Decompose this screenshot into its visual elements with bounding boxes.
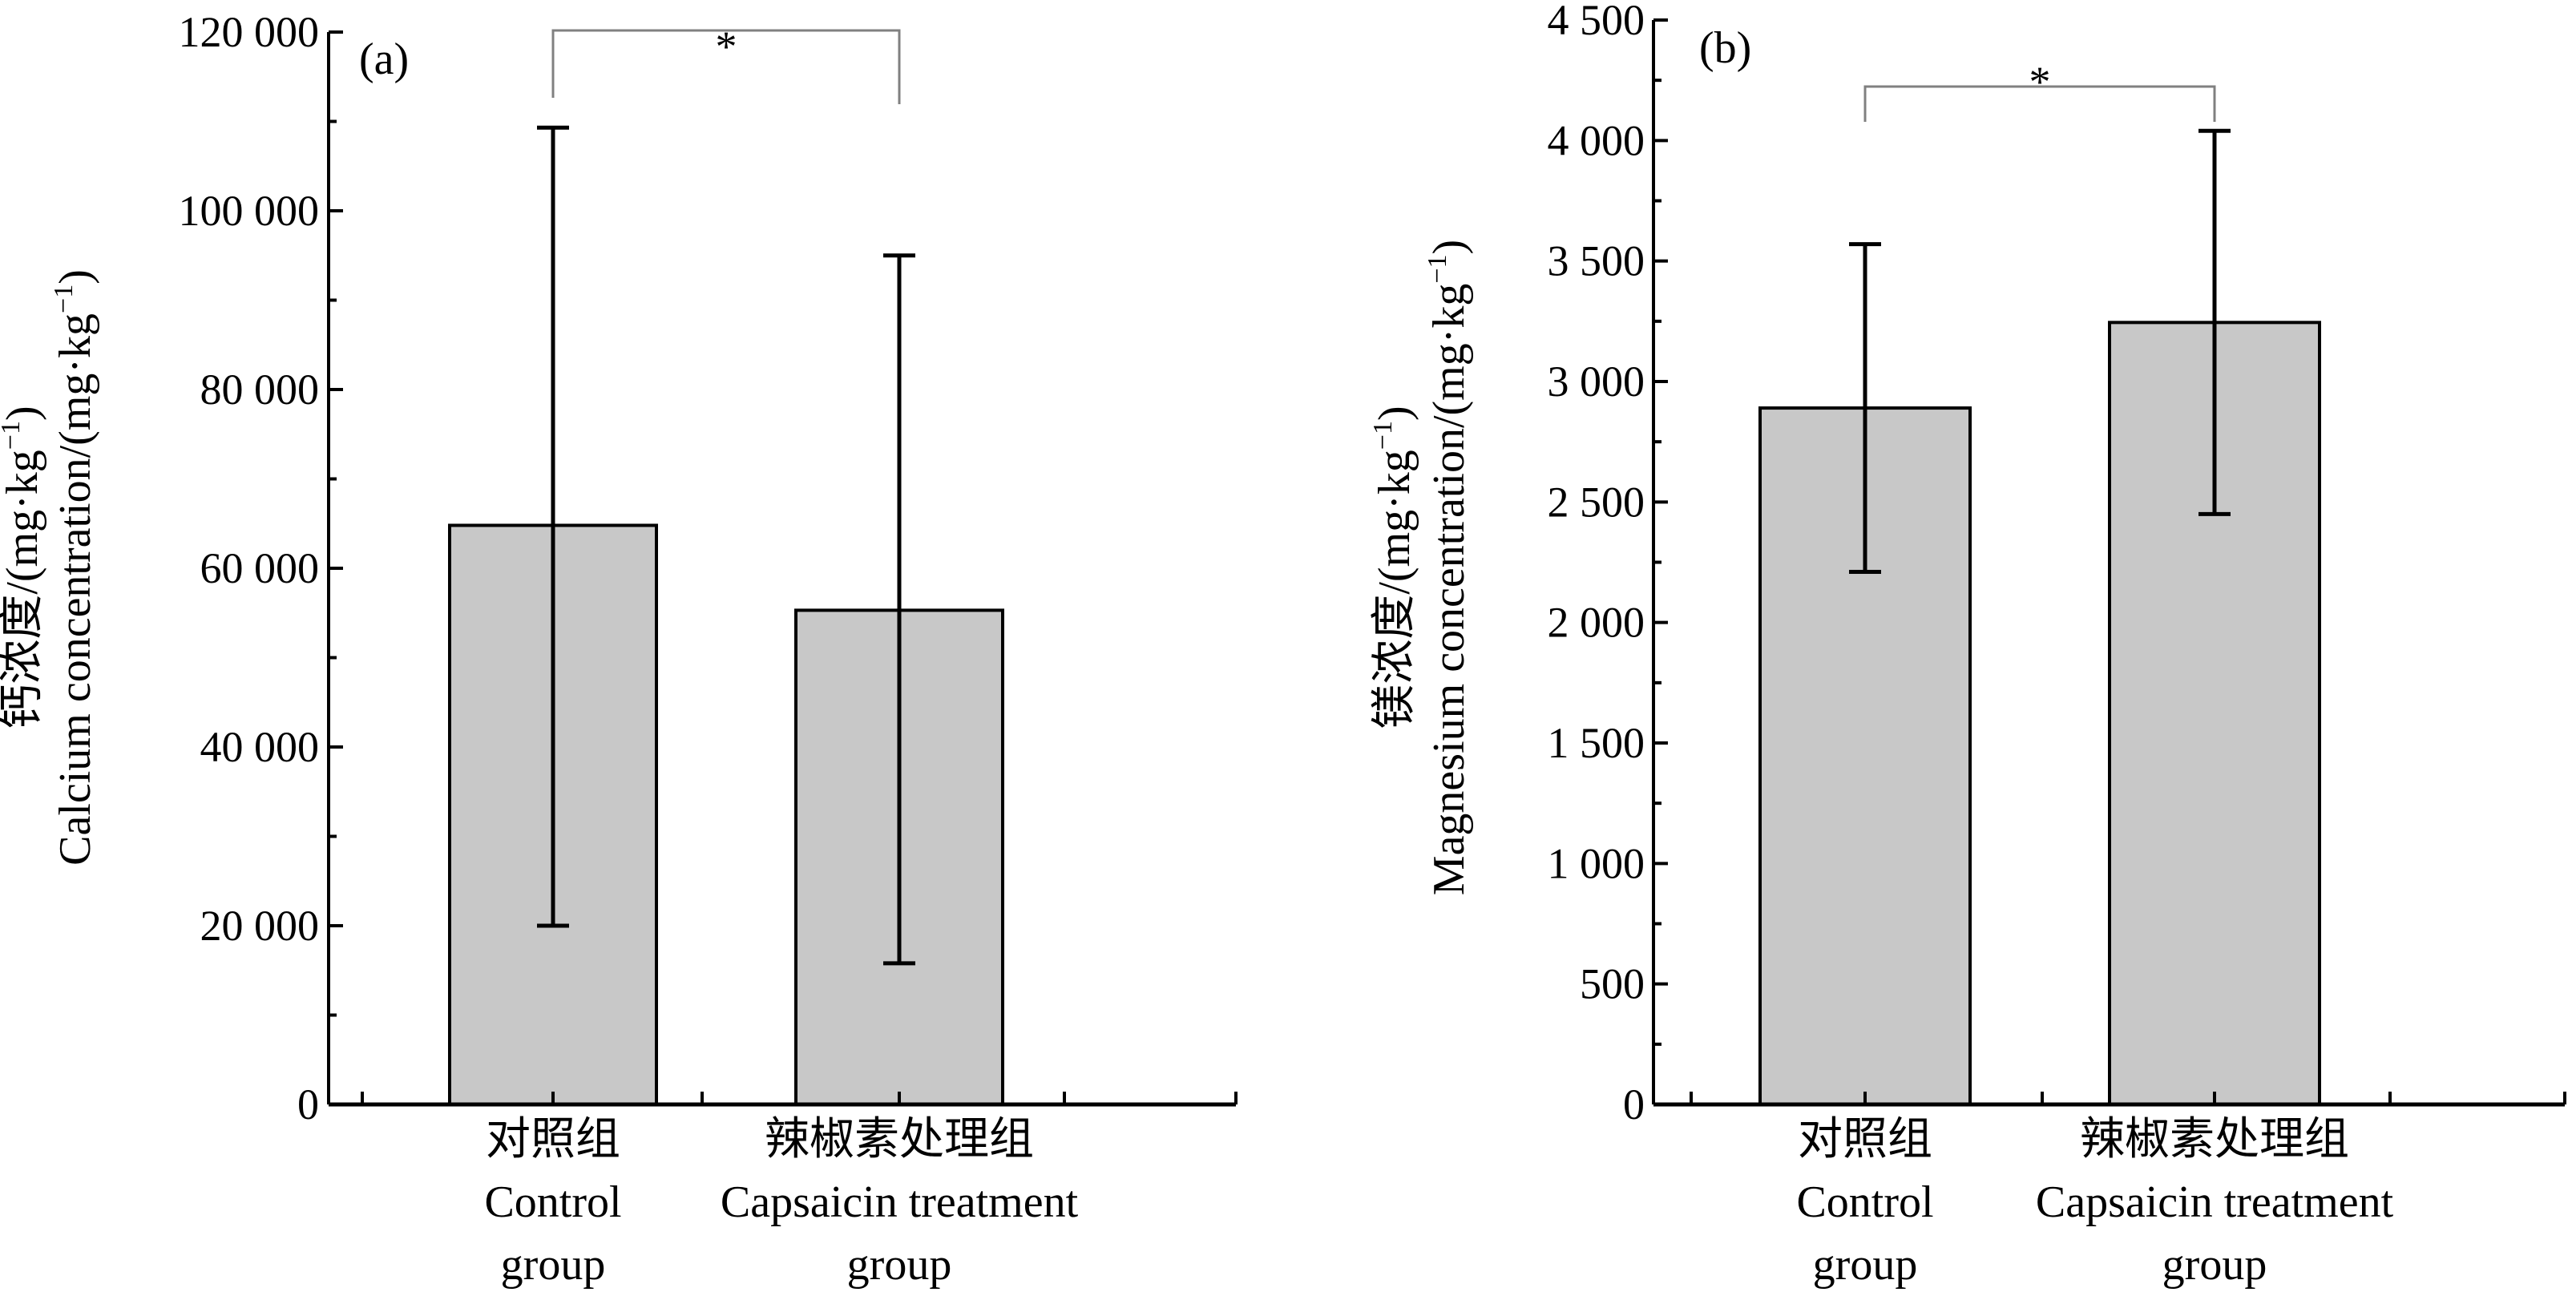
y-tick-label: 4 500 [1548, 0, 1645, 44]
significance-asterisk: * [2029, 58, 2051, 106]
y-tick-label: 2 000 [1548, 599, 1645, 647]
significance-bracket [1863, 85, 2216, 122]
x-category-label-en: Capsaicin treatment [721, 1177, 1079, 1227]
y-tick-label: 120 000 [179, 8, 320, 56]
y-tick-label: 0 [297, 1080, 319, 1128]
y-axis-title-close-paren: ) [50, 269, 100, 285]
x-category-label-en: group [1813, 1240, 1918, 1290]
y-axis-title-close-paren: ) [1370, 406, 1419, 421]
y-axis-title-en-text: Magnesium concentration/(mg·kg [1424, 284, 1474, 896]
x-category-label-zh: 对照组 [486, 1115, 620, 1165]
chart-panel-a: 0 20 000 40 000 60 000 80 000 100 000 120 000 对… [0, 8, 1238, 1290]
x-category-label-control: 对照组 Control group [484, 1115, 621, 1290]
error-bar-control [1849, 242, 1881, 575]
y-tick-label: 4 000 [1548, 116, 1645, 164]
y-axis-title-close-paren: ) [0, 406, 47, 421]
y-axis-title-zh-text: 镁浓度/(mg·kg [1370, 450, 1419, 729]
y-tick-label: 100 000 [179, 187, 320, 235]
y-axis-title-en: Magnesium concentration/(mg·kg−1) [1423, 240, 1474, 895]
x-category-label-en: Control [484, 1177, 621, 1227]
y-tick-label: 0 [1623, 1080, 1645, 1128]
significance-asterisk: * [716, 22, 737, 71]
y-tick-label: 500 [1580, 960, 1645, 1008]
x-category-label-en: Capsaicin treatment [2036, 1177, 2394, 1227]
x-category-label-zh: 辣椒素处理组 [765, 1115, 1034, 1165]
x-category-label-capsaicin: 辣椒素处理组 Capsaicin treatment group [721, 1115, 1079, 1290]
error-bar-capsaicin [2198, 128, 2231, 516]
y-axis-title-en-text: Calcium concentration/(mg·kg [50, 313, 100, 866]
chart-panel-b: 0 500 1 000 1 500 2 000 2 500 3 000 3 500 4 000 4… [1368, 0, 2566, 1290]
x-category-label-en: group [2162, 1240, 2267, 1290]
significance-bracket [551, 29, 901, 104]
x-category-label-zh: 对照组 [1798, 1115, 1932, 1165]
panel-label: (a) [359, 34, 409, 84]
error-bar-capsaicin [883, 253, 915, 966]
panel-label: (b) [1699, 23, 1751, 73]
x-category-label-control: 对照组 Control group [1796, 1115, 1933, 1290]
y-tick-label: 20 000 [200, 902, 320, 950]
x-category-label-capsaicin: 辣椒素处理组 Capsaicin treatment group [2036, 1115, 2394, 1290]
y-tick-label: 3 500 [1548, 237, 1645, 285]
y-axis-title-zh-text: 钙浓度/(mg·kg [0, 450, 47, 729]
y-tick-label: 60 000 [200, 544, 320, 592]
x-category-label-en: Control [1796, 1177, 1933, 1227]
y-tick-label: 1 000 [1548, 839, 1645, 887]
y-axis-title-zh: 镁浓度/(mg·kg−1) [1368, 406, 1419, 729]
y-axis-title-close-paren: ) [1424, 240, 1474, 255]
y-axis-title-superscript: −1 [1368, 421, 1398, 450]
y-tick-label: 1 500 [1548, 719, 1645, 767]
y-axis-title-superscript: −1 [49, 285, 79, 313]
x-category-label-en: group [501, 1240, 606, 1290]
x-category-label-en: group [847, 1240, 952, 1290]
y-tick-label: 80 000 [200, 365, 320, 414]
y-tick-label: 2 500 [1548, 478, 1645, 526]
y-tick-label: 40 000 [200, 723, 320, 771]
y-tick-label: 3 000 [1548, 357, 1645, 406]
y-axis-title-en: Calcium concentration/(mg·kg−1) [49, 269, 100, 866]
x-category-label-zh: 辣椒素处理组 [2080, 1115, 2349, 1165]
error-bar-control [537, 125, 569, 928]
y-axis-title-superscript: −1 [0, 421, 26, 450]
y-axis-title-superscript: −1 [1423, 254, 1452, 283]
y-axis-title-zh: 钙浓度/(mg·kg−1) [0, 406, 47, 729]
